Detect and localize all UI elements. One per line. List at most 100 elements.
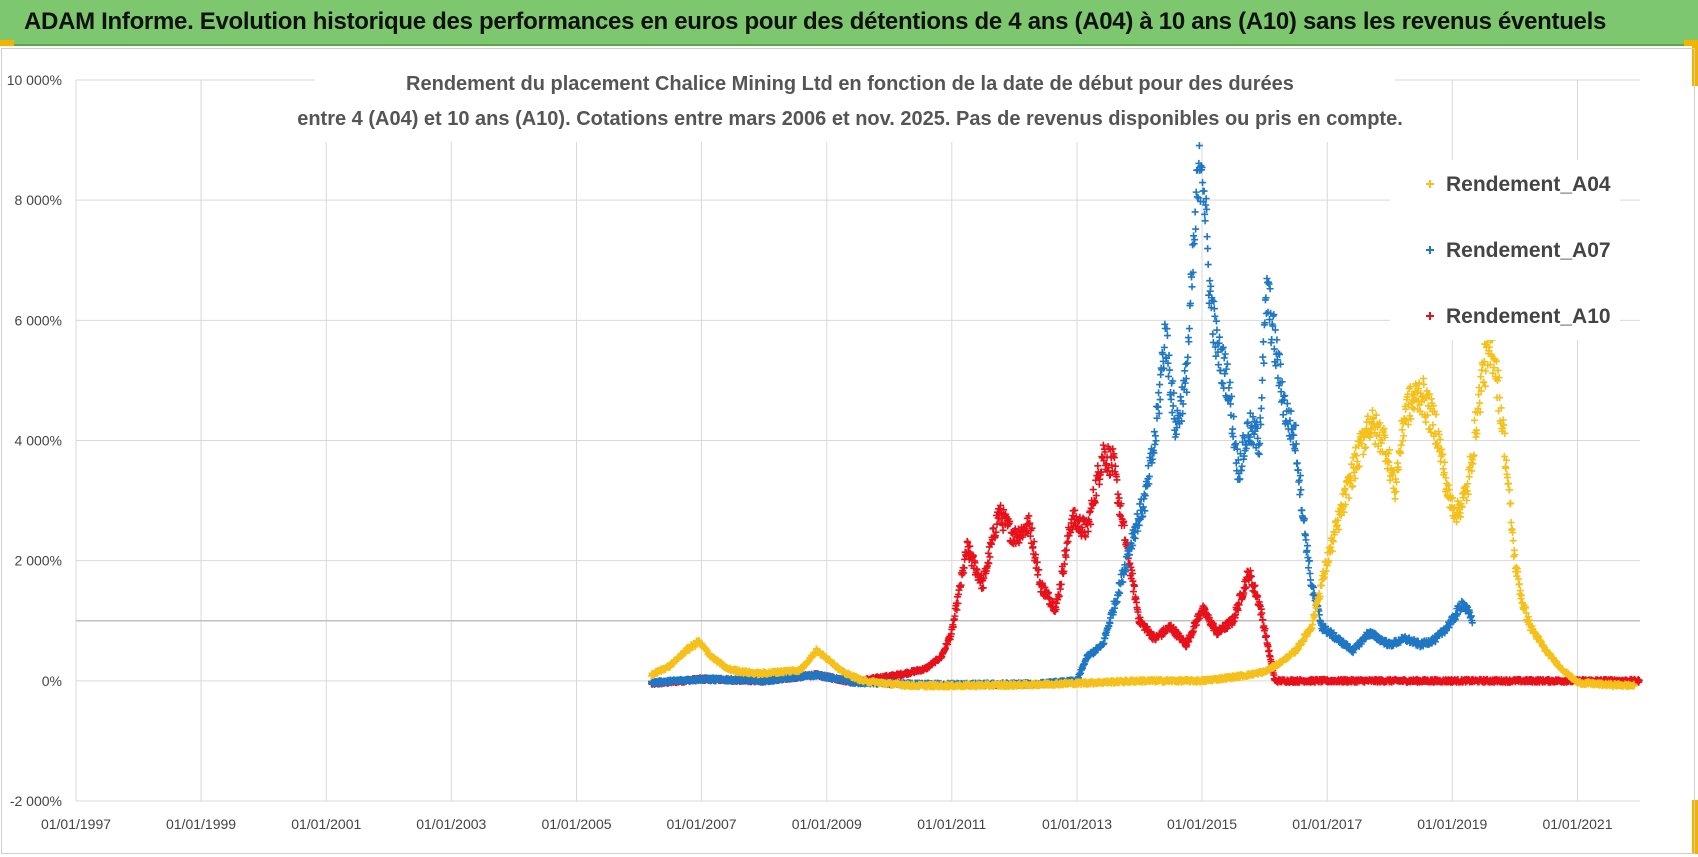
data-point [1241,585,1249,593]
data-point [957,581,965,589]
data-point [1359,451,1367,459]
data-point [1306,570,1314,578]
x-tick-label: 01/01/2013 [1042,816,1112,832]
data-point [1152,437,1160,445]
data-point [1157,371,1165,379]
banner-corner-right [1684,40,1698,46]
data-point [1154,403,1162,411]
x-tick-label: 01/01/2011 [917,816,986,832]
y-tick-label: 2 000% [15,553,62,569]
y-tick-label: -2 000% [10,793,62,809]
data-point [1259,616,1267,624]
data-point [1110,454,1118,462]
data-point [1184,353,1192,361]
data-point [1296,491,1304,499]
data-point [1035,566,1043,574]
data-point [993,520,1001,528]
data-point [1103,460,1111,468]
chart-frame [1,48,1695,854]
data-point [989,524,997,532]
data-point [1167,395,1175,403]
data-point [1219,379,1227,387]
banner-title: ADAM Informe. Evolution historique des p… [24,8,1607,35]
data-point [1635,676,1643,684]
data-point [1305,557,1313,565]
data-point [1212,317,1220,325]
data-point [1055,592,1063,600]
data-point [1293,459,1301,467]
data-point [1204,261,1212,269]
data-point [979,584,987,592]
data-point [1297,486,1305,494]
data-point [1232,611,1240,619]
data-point [953,606,961,614]
series-Rendement_A07 [648,142,1476,690]
data-point [1225,384,1233,392]
data-point [1057,580,1065,588]
data-point [1062,546,1070,554]
data-point [1258,609,1266,617]
data-point [1084,527,1092,535]
data-point [1115,494,1123,502]
data-point [1120,521,1128,529]
x-tick-labels: 01/01/1997 01/01/1999 01/01/2001 01/01/2003… [41,816,1613,832]
report-banner: ADAM Informe. Evolution historique des p… [0,0,1698,46]
data-point [1251,581,1259,589]
x-tick-label: 01/01/2009 [792,816,862,832]
data-point [1052,605,1060,613]
data-point [1238,462,1246,470]
y-tick-label: 4 000% [15,433,62,449]
data-point [1260,359,1268,367]
data-point [1099,441,1107,449]
data-point [1101,448,1109,456]
data-point [1169,402,1177,410]
data-point [1214,361,1222,369]
data-point [1192,225,1200,233]
data-point [1255,450,1263,458]
data-point [949,623,957,631]
data-point [1092,492,1100,500]
data-point [1165,372,1172,380]
x-tick-label: 01/01/2003 [416,816,486,832]
data-point [1304,554,1312,562]
data-point [1188,283,1196,291]
data-point [1304,564,1312,572]
data-point [1136,613,1144,621]
data-point [1185,325,1193,333]
data-point [1111,462,1119,470]
data-point [996,509,1004,517]
data-point [1156,396,1164,404]
data-point [992,528,1000,536]
data-point [1097,468,1105,476]
data-point [1203,233,1211,241]
data-point [1223,360,1231,368]
data-point [1060,567,1068,575]
data-point [1256,414,1264,422]
data-point [1082,533,1090,541]
frame-corner-top-right [1692,46,1698,86]
data-point [1091,499,1099,507]
data-point [1257,404,1265,412]
data-point [1272,362,1280,370]
data-point [1026,532,1034,540]
data-point [1261,625,1269,633]
data-point [1116,511,1124,519]
data-point [999,526,1007,534]
data-point [1185,638,1193,646]
data-point [1045,594,1053,602]
data-point [1254,592,1262,600]
data-point [1181,367,1189,375]
data-points [648,142,1643,691]
x-tick-label: 01/01/2017 [1292,816,1362,832]
data-point [1242,583,1250,591]
data-point [1089,486,1097,494]
data-point [1279,411,1287,419]
data-point [1094,462,1102,470]
data-point [1163,332,1171,340]
data-point [951,612,959,620]
data-point [1209,330,1217,338]
data-point [1232,440,1240,448]
y-tick-label: 10 000% [7,72,62,88]
data-point [1126,559,1134,567]
